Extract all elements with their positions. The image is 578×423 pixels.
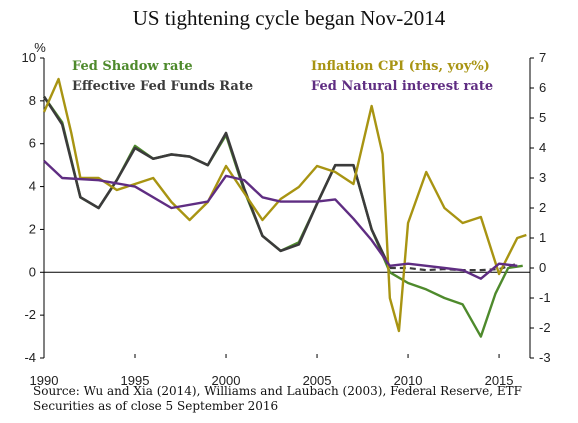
y-left-tick-label: 0 [29, 264, 36, 279]
y-right-tick-label: 3 [539, 170, 546, 185]
series-lines [42, 77, 527, 338]
chart-title: US tightening cycle began Nov-2014 [132, 6, 446, 30]
x-tick-label: 2010 [394, 373, 423, 388]
y-right-tick-label: 4 [539, 140, 546, 155]
x-tick-label: 2005 [303, 373, 332, 388]
tick-labels: -4 -2 0 2 4 6 8 10% -3 -2 -1 0 1 2 3 4 5 6 7 1990 1995 2000 20… [22, 40, 551, 388]
legend-entry-inflation-cpi: Inflation CPI (rhs, yoy%) [311, 59, 490, 74]
y-right-tick-label: 2 [539, 200, 546, 215]
y-left-tick-label: 10 [22, 50, 36, 65]
series-line-fed-shadow-rate [43, 95, 523, 338]
source-note: Source: Wu and Xia (2014), Williams and … [33, 384, 522, 413]
y-left-unit-label: % [34, 40, 46, 55]
y-right-tick-label: 7 [539, 50, 546, 65]
y-left-tick-label: 2 [29, 221, 36, 236]
y-right-tick-label: 0 [539, 260, 546, 275]
series-line-inflation-cpi [42, 77, 527, 333]
legend-entry-fed-shadow-rate: Fed Shadow rate [72, 59, 193, 74]
y-right-tick-label: -2 [539, 320, 551, 335]
x-tick-label: 2015 [485, 373, 514, 388]
y-right-tick-label: -1 [539, 290, 551, 305]
y-left-tick-label: -4 [24, 350, 36, 365]
legend-entry-effective-fed-funds-rate: Effective Fed Funds Rate [72, 79, 253, 94]
legend-entry-fed-natural-rate: Fed Natural interest rate [311, 79, 493, 94]
x-tick-label: 2000 [212, 373, 241, 388]
y-right-tick-label: 1 [539, 230, 546, 245]
y-right-tick-label: -3 [539, 350, 551, 365]
y-left-tick-label: 6 [29, 136, 36, 151]
series-line-fed-natural-rate [43, 159, 518, 280]
y-left-tick-label: -2 [24, 307, 36, 322]
x-tick-label: 1990 [30, 373, 59, 388]
axes [40, 57, 534, 359]
y-right-tick-label: 6 [539, 80, 546, 95]
x-tick-label: 1995 [121, 373, 150, 388]
legend: Fed Shadow rate Effective Fed Funds Rate I… [72, 59, 493, 94]
y-right-tick-label: 5 [539, 110, 546, 125]
y-left-tick-label: 8 [29, 93, 36, 108]
y-left-tick-label: 4 [29, 179, 36, 194]
